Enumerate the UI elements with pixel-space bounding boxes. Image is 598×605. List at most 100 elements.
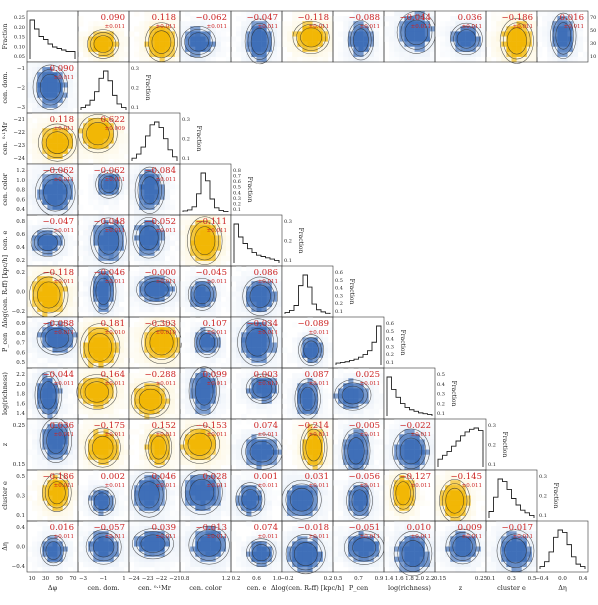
density-pixel [154,179,160,185]
density-pixel [134,230,140,236]
density-pixel [241,306,247,313]
density-pixel [139,383,145,389]
density-pixel [526,46,533,53]
density-pixel [220,36,227,42]
density-pixel [83,510,89,517]
density-pixel [93,317,99,323]
density-pixel [266,306,273,313]
density-pixel [139,235,145,241]
density-pixel [363,378,369,384]
density-pixel [113,230,120,236]
density-pixel [394,439,400,445]
density-pixel [118,215,125,221]
density-pixel [511,46,517,53]
density-pixel [139,36,145,42]
density-pixel [200,347,206,353]
density-pixel [261,434,267,440]
density-pixel [220,276,227,282]
density-pixel [67,199,74,206]
density-pixel [302,378,308,384]
density-pixel [164,413,171,420]
density-pixel [72,337,79,343]
density-pixel [225,245,232,251]
density-pixel [200,408,206,415]
density-pixel [144,434,150,440]
density-pixel [180,240,186,246]
density-pixel [307,459,313,466]
correlation-error: ±0.011 [156,279,176,285]
density-pixel [103,311,109,318]
density-pixel [312,424,318,430]
density-pixel [190,373,196,379]
contour-line [134,166,165,214]
density-pixel [251,26,257,32]
density-pixel [348,31,354,37]
density-pixel [144,36,150,42]
density-pixel [78,128,84,134]
density-pixel [88,439,94,445]
density-pixel [287,413,293,420]
density-pixel [67,138,74,144]
density-pixel [62,92,69,98]
density-pixel [154,419,160,425]
density-pixel [139,475,145,481]
density-pixel [246,434,252,440]
density-pixel [154,337,160,343]
density-pixel [154,220,160,226]
density-pixel [312,434,318,440]
density-pixel [134,250,140,257]
density-pixel [164,225,171,231]
density-pixel [159,31,165,37]
density-pixel [32,271,38,277]
density-pixel [37,301,43,308]
density-pixel [394,505,400,512]
density-pixel [246,306,252,313]
density-pixel [118,194,125,200]
density-pixel [57,107,63,114]
density-pixel [327,495,334,501]
density-pixel [169,56,176,63]
density-pixel [353,383,359,389]
density-pixel [67,133,74,139]
density-pixel [52,102,58,109]
contour-line [86,122,110,146]
density-pixel [42,189,48,195]
density-pixel [266,21,273,27]
density-pixel [108,301,114,308]
density-pixel [455,41,461,47]
density-pixel [404,21,410,27]
density-pixel [134,204,140,211]
density-pixel [118,143,125,149]
density-pixel [47,230,53,236]
contour-line [78,114,118,154]
correlation-value: −0.047 [43,217,74,227]
density-pixel [57,352,63,359]
density-pixel [185,439,191,445]
density-pixel [225,393,232,399]
density-pixel [358,419,364,425]
density-pixel [103,408,109,415]
density-pixel [317,31,324,37]
density-pixel [205,439,211,445]
density-pixel [67,383,74,389]
density-pixel [480,51,487,58]
density-pixel [149,209,155,216]
density-pixel [47,495,53,501]
density-pixel [164,485,171,491]
density-pixel [231,337,237,343]
density-pixel [27,306,33,313]
density-pixel [491,36,497,42]
density-pixel [317,41,324,47]
density-pixel [220,51,227,58]
density-pixel [88,266,94,272]
density-pixel [72,194,79,200]
density-pixel [256,485,262,491]
density-pixel [205,490,211,496]
density-pixel [231,327,237,333]
density-pixel [547,56,553,63]
density-pixel [195,408,201,415]
density-pixel [164,475,171,481]
contour-line [188,32,209,52]
density-pixel [205,230,211,236]
density-pixel [62,306,69,313]
